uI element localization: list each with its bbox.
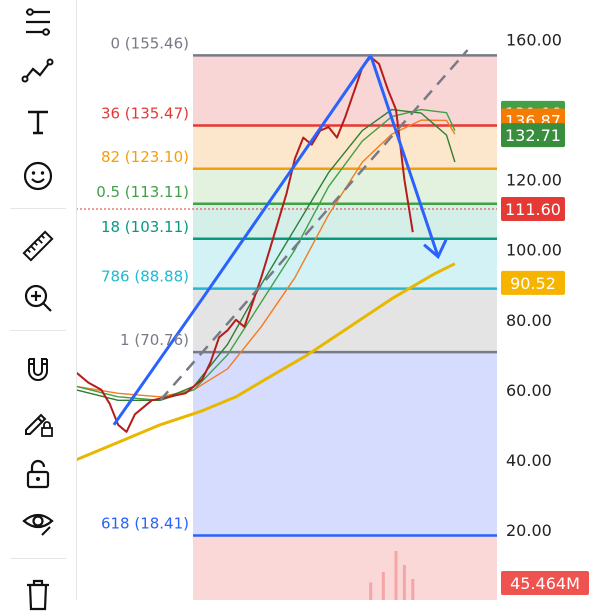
price-marker-label: 111.60	[505, 200, 561, 219]
dashed-trend-line[interactable]	[159, 49, 469, 402]
trend-line-tool-icon	[21, 58, 54, 83]
zoom-in-tool[interactable]	[14, 276, 62, 320]
magnet-tool-icon	[28, 358, 48, 381]
fib-retracement-tool-icon	[26, 8, 50, 36]
lock-drawing-tool[interactable]	[14, 400, 62, 444]
fib-band	[193, 168, 497, 204]
ruler-tool-icon	[22, 230, 54, 262]
fib-level-label: 618 (18.41)	[101, 515, 189, 533]
fib-level-label: 0.5 (113.11)	[96, 183, 189, 201]
price-tick-label: 100.00	[506, 241, 562, 260]
hide-drawings-tool[interactable]	[14, 500, 62, 544]
volume-badge[interactable]	[501, 571, 589, 595]
unlock-tool-icon	[26, 459, 50, 489]
fib-level-label: 0 (155.46)	[110, 34, 189, 52]
price-tick-label: 40.00	[506, 451, 552, 470]
series-line	[75, 262, 456, 462]
price-chart[interactable]: 0 (155.46) 36 (135.47) 82 (123.10) 0.5 (113…	[0, 0, 600, 600]
text-tool-icon	[28, 110, 48, 135]
price-tick-label: 20.00	[506, 521, 552, 540]
trash-tool[interactable]	[14, 572, 62, 616]
fib-band	[193, 352, 497, 536]
fib-band	[193, 203, 497, 239]
drawn-pattern[interactable]	[112, 49, 497, 426]
volume-bar	[402, 564, 406, 600]
price-tick-label: 120.00	[506, 171, 562, 190]
fib-level-label: 1 (70.76)	[120, 331, 189, 349]
zigzag-pattern-line[interactable]	[112, 53, 440, 426]
fib-level-labels: 0 (155.46) 36 (135.47) 82 (123.10) 0.5 (113…	[96, 34, 189, 532]
ruler-tool[interactable]	[14, 224, 62, 268]
emoji-tool[interactable]	[14, 154, 62, 198]
fib-band	[193, 288, 497, 353]
price-axis-bg	[500, 0, 600, 600]
hide-drawings-tool-icon	[22, 513, 54, 536]
price-axis[interactable]: 160.00 120.00 100.00 80.00 60.00 40.00 20.00 13…	[500, 0, 600, 600]
price-marker-label: 132.71	[505, 126, 561, 145]
fib-level-label: 82 (123.10)	[101, 148, 189, 166]
lock-drawing-tool-icon	[25, 413, 53, 437]
price-marker[interactable]	[501, 123, 565, 148]
series-line	[75, 119, 456, 398]
volume-badge-label: 45.464M	[510, 574, 580, 593]
price-tick-label: 160.00	[506, 31, 562, 50]
trend-line-tool[interactable]	[14, 48, 62, 92]
text-tool[interactable]	[14, 100, 62, 144]
fib-band	[193, 535, 497, 600]
magnet-tool[interactable]	[14, 348, 62, 392]
volume-bar	[381, 571, 385, 600]
fib-bands	[193, 55, 497, 600]
emoji-tool-icon	[23, 161, 53, 191]
fib-band	[193, 238, 497, 289]
drawing-toolbar	[0, 0, 77, 611]
volume-bar	[394, 550, 398, 600]
fib-level-label: 786 (88.88)	[101, 268, 189, 286]
zoom-in-tool-icon	[24, 284, 52, 312]
volume-bars	[369, 550, 415, 600]
fib-band	[193, 125, 497, 169]
fib-level-label: 36 (135.47)	[101, 104, 189, 122]
price-marker[interactable]	[501, 197, 565, 222]
price-tick-label: 80.00	[506, 311, 552, 330]
volume-bar	[411, 578, 415, 600]
price-marker-label: 90.52	[510, 274, 556, 293]
price-tick-label: 60.00	[506, 381, 552, 400]
arrow-head	[423, 239, 448, 260]
fib-retracement-tool[interactable]	[14, 0, 62, 44]
volume-bar	[369, 582, 373, 600]
fib-level-label: 18 (103.11)	[101, 218, 189, 236]
unlock-tool[interactable]	[14, 452, 62, 496]
trash-tool-icon	[27, 579, 49, 611]
price-marker[interactable]	[501, 270, 565, 295]
